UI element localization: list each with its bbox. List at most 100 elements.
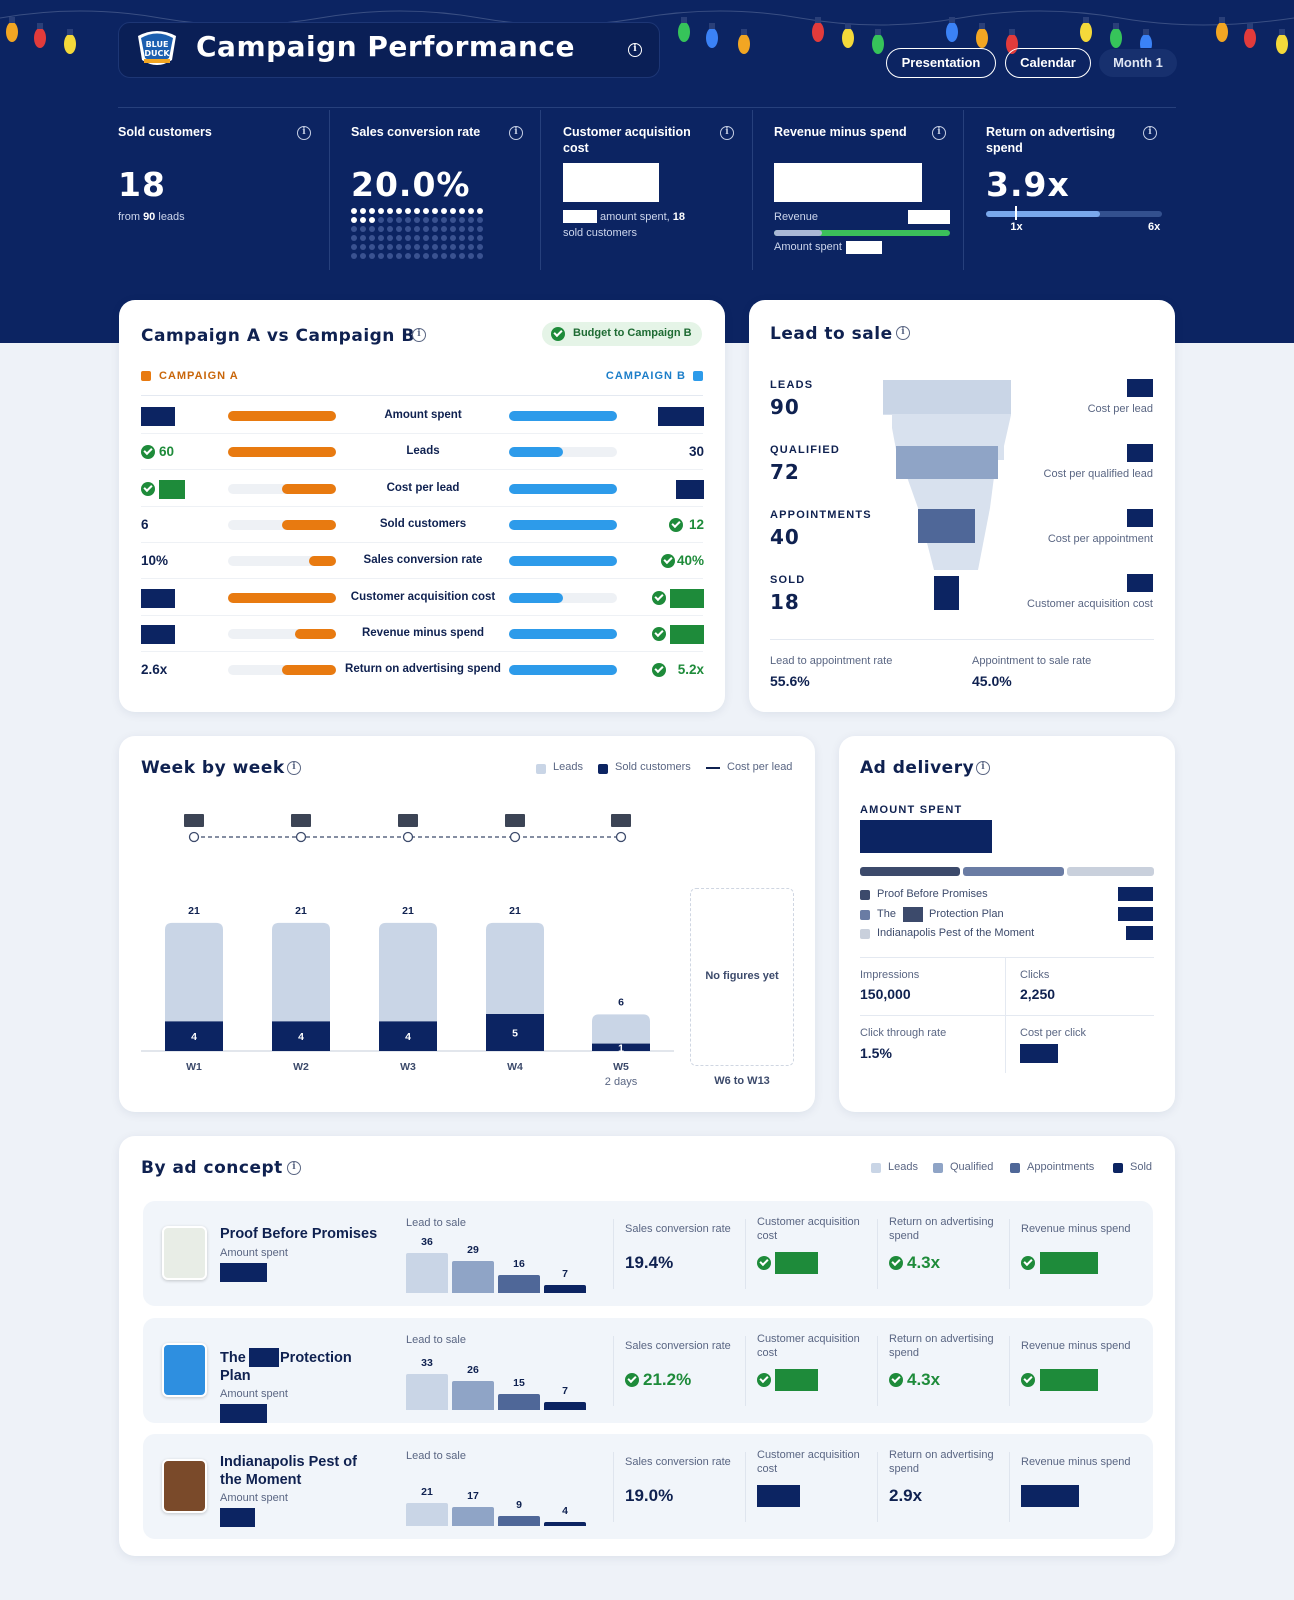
x-tick-label: W1 [186,1061,202,1073]
dot-empty [468,226,474,232]
leads-value-label: 21 [509,905,521,917]
check-icon [889,1256,903,1270]
kpi-sold-sub: from 90 leads [118,211,185,223]
info-icon[interactable]: i [628,43,642,57]
lead-to-sale-label: Lead to sale [406,1217,466,1229]
cac-label: Customer acquisition cost [757,1333,860,1359]
x-tick-label: W4 [507,1061,523,1073]
no-figures-label: No figures yet [705,970,779,982]
dot-empty [468,217,474,223]
concept-row[interactable] [143,1201,1153,1306]
logo-text-1: BLUE [146,40,169,49]
info-icon[interactable]: i [896,326,910,340]
funnel-cost-label: Customer acquisition cost [1027,598,1153,610]
cost-per-lead-point [615,831,627,843]
concept-name: The [220,1350,246,1366]
divider [141,395,703,396]
info-icon[interactable]: i [932,126,946,140]
concept-row[interactable] [143,1434,1153,1539]
dot-empty [441,226,447,232]
divider [1009,1219,1010,1289]
info-icon[interactable]: i [287,761,301,775]
bulb-cap [9,17,15,23]
info-icon[interactable]: i [412,328,426,342]
dot-empty [396,235,402,241]
legend-appointments: Appointments [1027,1161,1095,1173]
concept-name: Proof Before Promises [220,1226,378,1242]
dot-filled [441,208,447,214]
cost-per-lead-point [295,831,307,843]
redacted [846,241,882,254]
legend-concept-2a: The [877,908,896,920]
campaign-b-value-redacted [670,624,704,644]
kpi-sold-value: 18 [118,165,166,204]
divider [1009,1336,1010,1406]
ad-thumbnail[interactable] [162,1459,207,1513]
light-bulb-icon [1080,22,1092,42]
roas-min-marker [1015,206,1018,220]
campaign-b-bar [509,592,563,603]
dot-empty [441,217,447,223]
bulb-cap [949,17,955,23]
legend-concept-1: Proof Before Promises [877,888,988,900]
dot-empty [423,235,429,241]
cost-redacted [1127,379,1153,397]
dot-empty [459,244,465,250]
dot-empty [459,217,465,223]
roas-max-label: 6x [1148,221,1161,233]
info-icon[interactable]: i [720,126,734,140]
info-icon[interactable]: i [287,1161,301,1175]
redacted [249,1348,279,1367]
sold-value-label: 4 [191,1031,197,1043]
check-icon [625,1373,639,1387]
light-bulb-icon [64,34,76,54]
bulb-cap [67,29,73,35]
divider [877,1336,878,1406]
sold-value-label: 1 [618,1042,624,1054]
info-icon[interactable]: i [297,126,311,140]
dot-empty [360,226,366,232]
legend-concept-2b: Protection Plan [929,908,1004,920]
revenue-redacted [1021,1485,1079,1507]
tab-presentation[interactable]: Presentation [886,48,996,78]
roas-min-label: 1x [1010,221,1023,233]
legend-leads-swatch [871,1163,881,1173]
info-icon[interactable]: i [509,126,523,140]
campaign-b-value-redacted [676,479,704,499]
dot-filled [405,208,411,214]
legend-leads-swatch [536,764,546,774]
check-icon [141,481,155,496]
campaign-a-value-redacted [141,588,175,608]
redacted [908,210,950,224]
tab-month[interactable]: Month 1 [1098,48,1178,78]
info-icon[interactable]: i [976,761,990,775]
kpi-cac-label: Customer acquisition cost [563,125,691,155]
split-bar-2 [963,867,1064,876]
roas-label: Return on advertising spend [889,1333,994,1359]
ad-thumbnail[interactable] [162,1226,207,1280]
concept-row[interactable] [143,1318,1153,1423]
leads-value-label: 21 [188,905,200,917]
dot-empty [351,235,357,241]
legend-sold: Sold [1130,1161,1153,1173]
check-icon [660,554,675,569]
dot-empty [432,253,438,259]
dot-empty [414,244,420,250]
campaign-b-value: 40% [676,553,704,569]
bulb-cap [1279,29,1285,35]
tab-calendar[interactable]: Calendar [1005,48,1091,78]
funnel-stage-label: SOLD [770,574,806,586]
divider [860,1015,1154,1016]
revenue-label: Revenue minus spend [1021,1340,1131,1352]
legend-appointments-swatch [1010,1163,1020,1173]
ad-thumbnail[interactable] [162,1343,207,1397]
roas-value: 2.9x [889,1486,923,1505]
concept-funnel-bar [544,1402,586,1410]
light-bulb-icon [738,34,750,54]
metric-label: Customer acquisition cost [350,590,496,603]
leads-bar [165,922,223,1051]
logo-text-2: DUCK [144,49,170,58]
metric-label: Sales conversion rate [363,554,483,567]
info-icon[interactable]: i [1143,126,1157,140]
scr-label: Sales conversion rate [625,1456,731,1468]
